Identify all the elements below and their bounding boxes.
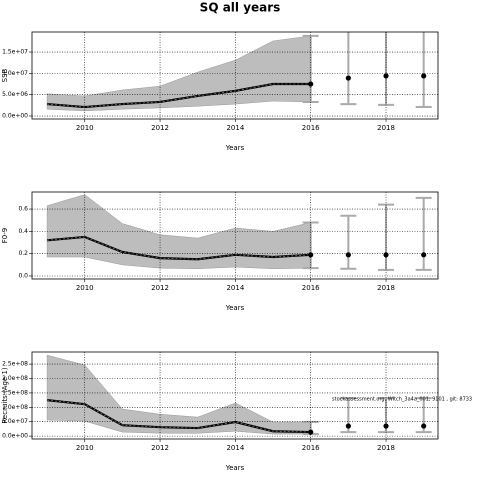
plot — [46, 194, 432, 271]
y-tick-label: 0.0e+00 — [2, 433, 28, 440]
y-tick-label: 1.5e+08 — [2, 389, 28, 396]
point — [383, 73, 389, 79]
x-tick-label: 2018 — [377, 124, 395, 132]
x-tick-label: 2018 — [377, 444, 395, 452]
annotation: stockassessment.org, Witch_3a4a_001, 910… — [332, 397, 472, 403]
x-tick-label: 2014 — [226, 444, 244, 452]
point — [308, 81, 314, 87]
x-tick-label: 2016 — [302, 124, 320, 132]
y-tick-label: 1.0e+07 — [2, 70, 28, 77]
median-line-dash — [47, 399, 311, 433]
median-line-dash — [47, 83, 311, 108]
point — [421, 252, 427, 258]
y-tick-label: 0.0e+00 — [2, 113, 28, 120]
confidence-band — [46, 354, 311, 435]
y-tick-label: 1.5e+07 — [2, 49, 28, 56]
y-axis-label: F0-9 — [1, 228, 9, 243]
y-tick-label: 0.4 — [18, 228, 28, 235]
point — [345, 423, 351, 429]
y-tick-label: 2.5e+08 — [2, 361, 28, 368]
point — [421, 73, 427, 79]
plot — [46, 32, 432, 112]
y-axis-label: Recruits (Age 1) — [1, 367, 9, 424]
x-tick-label: 2018 — [377, 284, 395, 292]
median-line-dash — [47, 236, 311, 260]
y-tick-label: 0.6 — [18, 206, 28, 213]
x-axis-label: Years — [225, 464, 245, 472]
x-tick-label: 2012 — [151, 124, 169, 132]
point — [345, 75, 351, 81]
y-tick-label: 5.0e+06 — [2, 91, 28, 98]
plot-frame — [31, 191, 439, 280]
x-tick-label: 2010 — [76, 124, 94, 132]
y-tick-label: 0.0 — [18, 272, 28, 279]
x-tick-label: 2012 — [151, 284, 169, 292]
y-tick-label: 5.0e+07 — [2, 418, 28, 425]
x-tick-label: 2014 — [226, 124, 244, 132]
x-axis-label: Years — [225, 304, 245, 312]
point — [421, 423, 427, 429]
x-tick-label: 2016 — [302, 444, 320, 452]
x-tick-label: 2012 — [151, 444, 169, 452]
y-tick-label: 2.0e+08 — [2, 375, 28, 382]
y-tick-label: 0.2 — [18, 250, 28, 257]
chart-title: SQ all years — [200, 1, 281, 15]
x-tick-label: 2016 — [302, 284, 320, 292]
x-tick-label: 2010 — [76, 444, 94, 452]
y-axis-label: SSB — [1, 68, 9, 82]
x-tick-label: 2010 — [76, 284, 94, 292]
x-axis-label: Years — [225, 144, 245, 152]
plot-frame — [31, 31, 439, 120]
x-tick-label: 2014 — [226, 284, 244, 292]
point — [345, 252, 351, 258]
plot-frame — [31, 351, 439, 440]
y-tick-label: 1.0e+08 — [2, 404, 28, 411]
plot — [46, 354, 432, 436]
point — [383, 423, 389, 429]
